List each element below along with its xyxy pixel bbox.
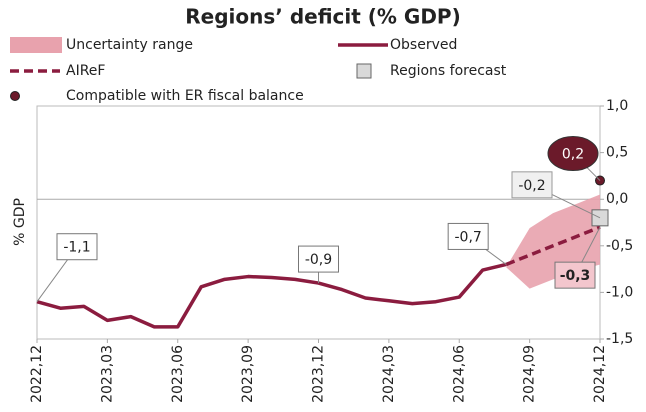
callout-box	[56, 233, 98, 261]
legend-swatch	[10, 91, 20, 101]
y-axis-label: % GDP	[12, 198, 28, 246]
data-label: -0,3	[560, 268, 591, 284]
plot-frame	[36, 105, 601, 340]
legend-label: Regions forecast	[390, 63, 507, 79]
x-tick-label: 2024,12	[592, 345, 608, 403]
observed-line	[36, 262, 507, 329]
callout-box	[511, 171, 553, 199]
data-label: -0,9	[305, 252, 332, 268]
legend-label: Uncertainty range	[66, 37, 193, 53]
x-tick-label: 2024,03	[381, 345, 397, 403]
data-label: -0,2	[518, 178, 545, 194]
callout-box	[547, 136, 599, 172]
x-tick-label: 2024,06	[451, 345, 467, 403]
y-tick-label: 0,5	[606, 145, 628, 161]
x-tick-label: 2023,09	[240, 345, 256, 403]
legend-label: Observed	[390, 37, 457, 53]
forecast-line	[505, 225, 601, 267]
y-tick-label: -1,5	[606, 331, 633, 347]
legend-label: Compatible with ER fiscal balance	[66, 88, 304, 104]
data-label: -1,1	[63, 240, 90, 256]
callout-box	[554, 261, 596, 289]
legend-label: AIReF	[66, 63, 105, 79]
x-tick-label: 2023,12	[311, 345, 327, 403]
x-tick-label: 2023,06	[170, 345, 186, 403]
callout-box	[447, 222, 489, 250]
data-label: -0,7	[455, 229, 482, 245]
y-tick-label: -0,5	[606, 238, 633, 254]
legend-swatch	[356, 63, 372, 79]
y-tick-label: 0,0	[606, 191, 628, 207]
x-tick-label: 2023,03	[99, 345, 115, 403]
callout-box	[298, 245, 339, 273]
data-label: 0,2	[562, 147, 584, 163]
x-tick-label: 2022,12	[29, 345, 45, 403]
y-tick-label: -1,0	[606, 284, 633, 300]
y-tick-label: 1,0	[606, 98, 628, 114]
chart-title: Regions’ deficit (% GDP)	[185, 5, 460, 29]
x-tick-label: 2024,09	[522, 345, 538, 403]
legend-swatch	[10, 37, 62, 53]
